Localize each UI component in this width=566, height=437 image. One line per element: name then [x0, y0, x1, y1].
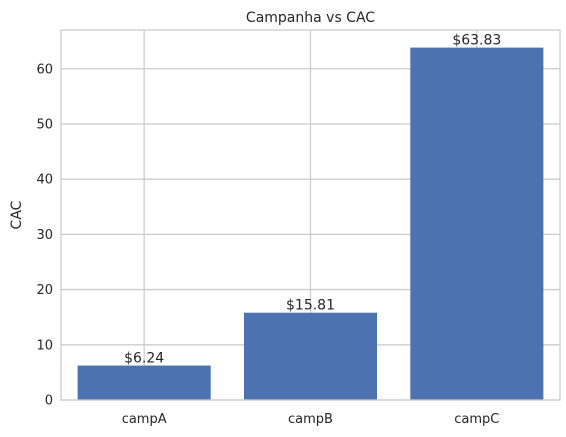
data-label-campA: $6.24 [124, 351, 164, 367]
y-tick-label: 10 [36, 338, 53, 353]
chart-title: Campanha vs CAC [246, 10, 375, 26]
plot-frame [60, 29, 561, 401]
y-tick-label: 40 [36, 173, 53, 188]
bars [77, 47, 544, 401]
y-tick-label: 60 [36, 62, 53, 77]
y-tick-label: 0 [45, 394, 53, 409]
data-label-campB: $15.81 [286, 298, 335, 314]
bar-campA [77, 365, 211, 400]
data-labels: $6.24 $15.81 $63.83 [124, 33, 501, 367]
y-tick-label: 50 [36, 117, 53, 132]
tick-labels: 0 10 20 30 40 50 60 campA campB campC [36, 62, 499, 427]
y-tick-label: 30 [36, 228, 53, 243]
y-axis-label: CAC [9, 200, 25, 229]
bar-campC [410, 47, 544, 401]
data-label-campC: $63.83 [452, 33, 501, 49]
x-tick-label: campC [454, 412, 499, 427]
y-tick-label: 20 [36, 283, 53, 298]
x-tick-label: campB [288, 412, 333, 427]
x-tick-label: campA [122, 412, 167, 427]
bar-campB [243, 312, 378, 400]
